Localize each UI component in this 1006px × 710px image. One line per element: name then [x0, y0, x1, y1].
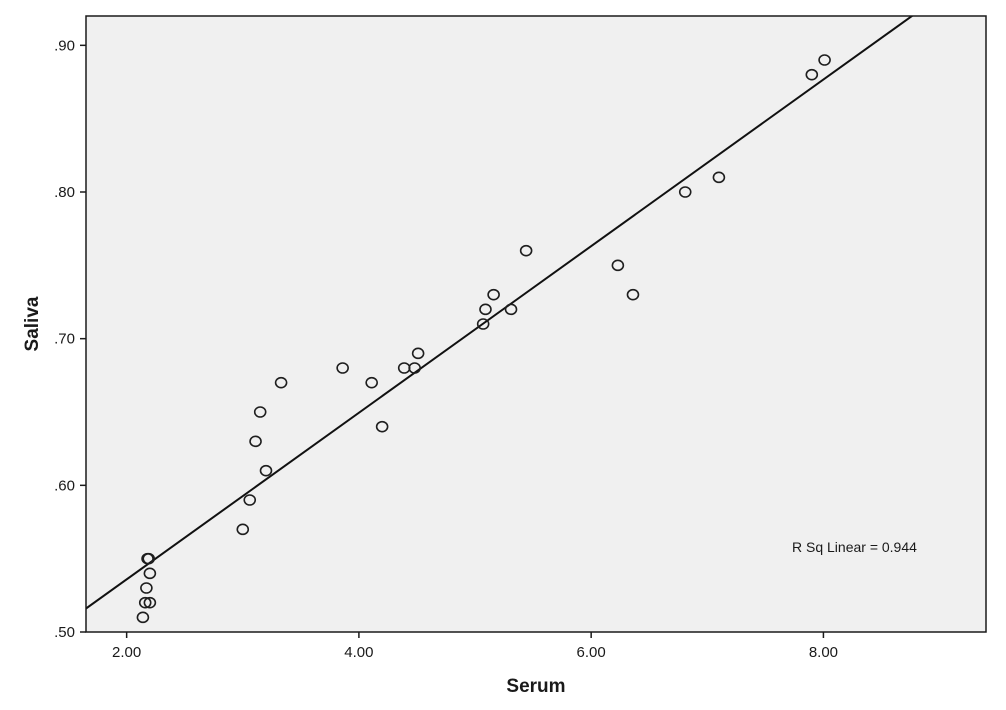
data-point-21 [479, 303, 492, 316]
annotation-r-squared: R Sq Linear = 0.944 [792, 539, 917, 555]
x-tick-label: 2.00 [112, 644, 141, 661]
data-point-12 [259, 464, 273, 477]
fit-line [86, 16, 914, 610]
y-tick-label: .90 [54, 37, 75, 54]
x-tick-label: 8.00 [809, 644, 838, 661]
data-point-27 [678, 186, 692, 198]
data-point-29 [805, 68, 819, 81]
y-tick-label: .70 [54, 331, 75, 348]
data-point-5 [138, 596, 152, 609]
data-point-24 [519, 244, 533, 257]
x-axis-title: Serum [506, 676, 565, 697]
data-point-30 [818, 54, 831, 66]
data-point-22 [487, 288, 500, 301]
data-point-26 [626, 288, 640, 301]
data-point-25 [611, 259, 625, 272]
data-point-9 [243, 494, 257, 506]
data-point-23 [504, 303, 518, 316]
plot-frame [85, 15, 987, 633]
data-point-2 [142, 552, 156, 565]
y-axis-title: Saliva [22, 296, 43, 351]
data-point-15 [365, 376, 378, 389]
data-point-8 [236, 523, 250, 536]
data-point-4 [140, 582, 153, 594]
x-tick-label: 6.00 [577, 644, 606, 661]
y-tick-label: .50 [54, 624, 75, 641]
data-point-11 [253, 406, 267, 418]
x-tick-label: 4.00 [344, 644, 373, 661]
data-point-3 [143, 567, 157, 580]
data-point-14 [336, 362, 349, 374]
data-point-7 [136, 611, 150, 624]
data-point-16 [375, 420, 389, 433]
data-point-19 [411, 347, 425, 360]
data-point-6 [143, 596, 157, 609]
data-point-18 [408, 362, 421, 374]
data-point-10 [249, 435, 262, 448]
data-point-13 [274, 376, 288, 389]
plot-area [86, 16, 986, 632]
y-tick-label: .60 [54, 477, 75, 494]
data-point-28 [712, 171, 726, 184]
y-tick-label: .80 [54, 184, 75, 201]
data-point-20 [476, 318, 490, 330]
